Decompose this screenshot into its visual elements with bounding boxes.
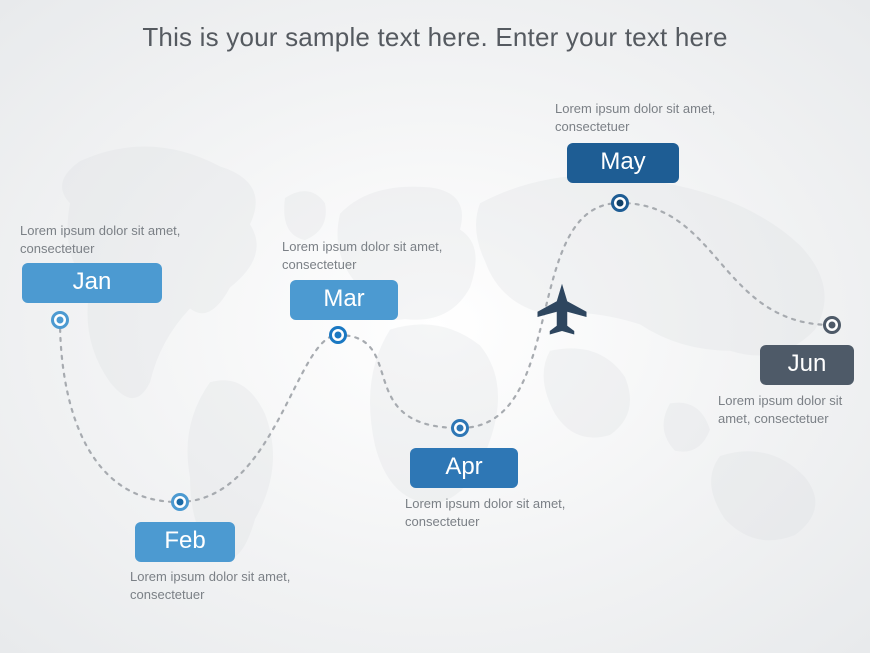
month-mar: Mar (290, 280, 398, 320)
month-feb: Feb (135, 522, 235, 562)
route-path (0, 0, 870, 653)
timeline-canvas: Jan Lorem ipsum dolor sit amet, consectet… (0, 0, 870, 653)
month-mar-dot (329, 326, 347, 344)
month-may-desc: Lorem ipsum dolor sit amet, consectetuer (555, 100, 725, 135)
month-mar-desc: Lorem ipsum dolor sit amet, consectetuer (282, 238, 452, 273)
month-jan: Jan (22, 263, 162, 303)
month-jun: Jun (760, 345, 854, 385)
airplane-icon (534, 282, 590, 343)
month-apr: Apr (410, 448, 518, 488)
month-jan-desc: Lorem ipsum dolor sit amet, consectetuer (20, 222, 190, 257)
month-jun-dot (823, 316, 841, 334)
month-apr-dot (451, 419, 469, 437)
month-may: May (567, 143, 679, 183)
month-feb-dot (171, 493, 189, 511)
month-feb-desc: Lorem ipsum dolor sit amet, consectetuer (130, 568, 300, 603)
month-may-dot (611, 194, 629, 212)
month-jun-desc: Lorem ipsum dolor sit amet, consectetuer (718, 392, 870, 427)
month-apr-desc: Lorem ipsum dolor sit amet, consectetuer (405, 495, 575, 530)
month-jan-dot (51, 311, 69, 329)
